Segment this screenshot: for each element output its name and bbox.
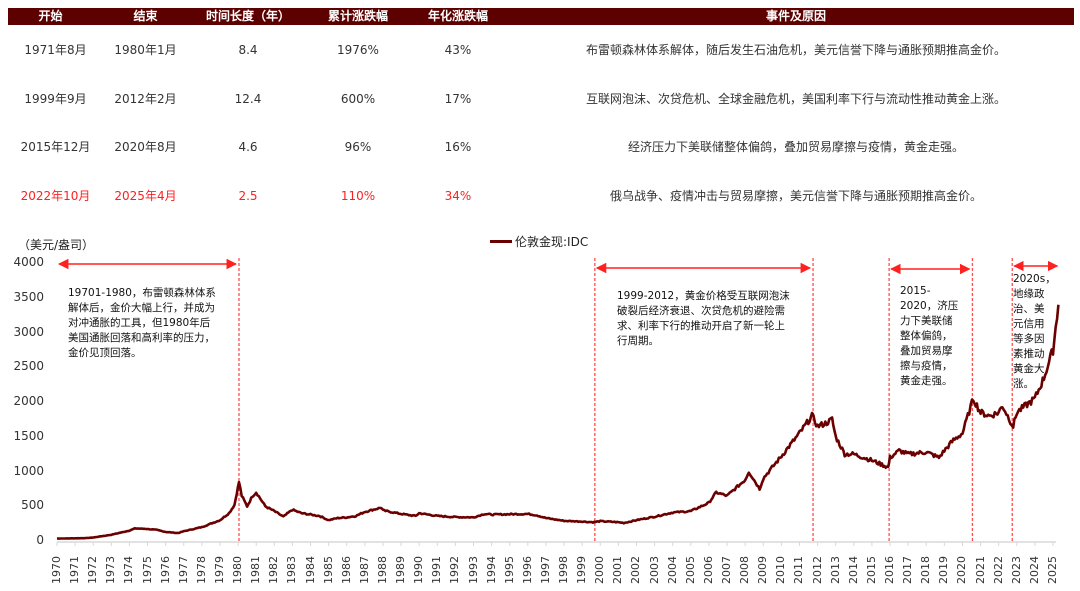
annotation-1999-2012: 1999-2012，黄金价格受互联网泡沫破裂后经济衰退、次贷危机的避险需求、利率… <box>617 290 790 347</box>
cell-start: 2015年12月 <box>20 140 91 154</box>
cell-annualized: 43% <box>444 43 472 57</box>
header-end: 结束 <box>133 9 158 23</box>
cell-duration: 12.4 <box>234 92 262 106</box>
cell-start: 1999年9月 <box>24 92 87 106</box>
y-axis-unit: （美元/盎司） <box>18 238 95 252</box>
cell-reason: 布雷顿森林体系解体，随后发生石油危机，美元信誉下降与通胀预期推高金价。 <box>585 43 1006 57</box>
cell-annualized: 16% <box>444 140 472 154</box>
cell-cumulative: 96% <box>344 140 372 154</box>
events-table: 开始 结束 时间长度（年） 累计涨跌幅 年化涨跌幅 事件及原因 1971年8月 … <box>8 8 1074 203</box>
y-tick-label: 4000 <box>13 255 44 269</box>
cell-annualized: 34% <box>444 189 472 203</box>
cell-start: 1971年8月 <box>24 43 87 57</box>
cell-annualized: 17% <box>444 92 472 106</box>
cell-end: 2020年8月 <box>114 140 177 154</box>
annotation-2020s: 2020s，地缘政治、美元信用等多因素推动黄金大涨。 <box>1013 273 1056 390</box>
y-tick-label: 2500 <box>13 359 44 374</box>
cell-duration: 8.4 <box>238 43 258 57</box>
y-tick-label: 500 <box>21 498 44 513</box>
header-annualized: 年化涨跌幅 <box>427 9 488 23</box>
y-tick-label: 2000 <box>13 394 44 408</box>
legend-line-icon <box>490 240 512 243</box>
cell-start: 2022年10月 <box>20 189 91 203</box>
cell-end: 1980年1月 <box>114 43 177 57</box>
y-tick-label: 0 <box>36 533 44 547</box>
header-reason: 事件及原因 <box>765 9 826 23</box>
legend-label: 伦敦金现:IDC <box>515 235 589 249</box>
table-row: 1999年9月 2012年2月 12.4 600% 17% 互联网泡沫、次贷危机… <box>8 89 1074 109</box>
y-tick-label: 1000 <box>13 463 44 478</box>
y-tick-label: 3500 <box>13 289 44 304</box>
header-cumulative: 累计涨跌幅 <box>327 9 388 23</box>
cell-cumulative: 110% <box>340 189 376 203</box>
cell-reason: 互联网泡沫、次贷危机、全球金融危机，美国利率下行与流动性推动黄金上涨。 <box>585 92 1006 106</box>
annotation-1970s: 19701-1980，布雷顿森林体系解体后，金价大幅上行，并成为对冲通胀的工具，… <box>68 287 216 359</box>
annotation-2015-2020: 2015-2020，济压力下美联储整体偏鸽，叠加贸易摩擦与疫情，黄金走强。 <box>900 285 959 387</box>
cell-reason: 俄乌战争、疫情冲击与贸易摩擦，美元信誉下降与通胀预期推高金价。 <box>609 189 982 203</box>
cell-cumulative: 1976% <box>337 43 379 57</box>
legend: 伦敦金现:IDC <box>490 233 588 250</box>
y-tick-label: 3000 <box>13 324 44 339</box>
cell-end: 2025年4月 <box>114 189 177 203</box>
cell-duration: 2.5 <box>238 189 258 203</box>
cell-duration: 4.6 <box>238 140 258 154</box>
header-start: 开始 <box>38 9 63 23</box>
table-row: 2015年12月 2020年8月 4.6 96% 16% 经济压力下美联储整体偏… <box>8 137 1074 157</box>
table-header: 开始 结束 时间长度（年） 累计涨跌幅 年化涨跌幅 事件及原因 <box>8 8 1074 25</box>
gold-price-line <box>56 304 1060 540</box>
table-row-highlighted: 2022年10月 2025年4月 2.5 110% 34% 俄乌战争、疫情冲击与… <box>8 186 1074 206</box>
header-duration: 时间长度（年） <box>205 9 290 23</box>
cell-cumulative: 600% <box>340 92 376 106</box>
cell-end: 2012年2月 <box>114 92 177 106</box>
y-tick-label: 1500 <box>13 428 44 443</box>
cell-reason: 经济压力下美联储整体偏鸽，叠加贸易摩擦与疫情，黄金走强。 <box>627 140 964 154</box>
table-row: 1971年8月 1980年1月 8.4 1976% 43% 布雷顿森林体系解体，… <box>8 40 1074 60</box>
